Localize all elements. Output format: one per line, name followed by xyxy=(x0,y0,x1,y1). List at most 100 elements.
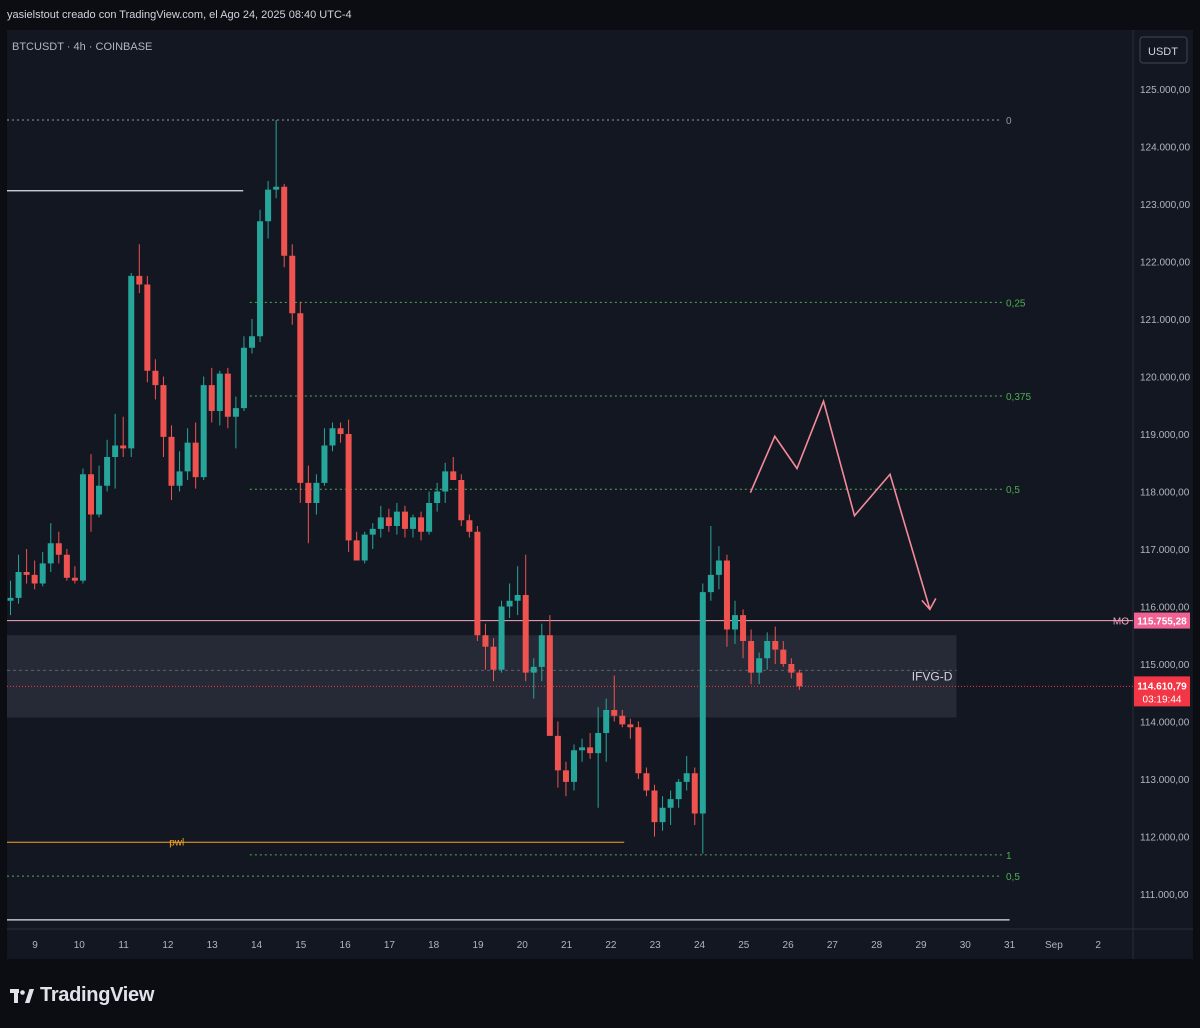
candle-body xyxy=(514,595,521,601)
candle xyxy=(377,505,384,538)
candle-body xyxy=(39,563,46,584)
candle xyxy=(780,641,787,667)
candle xyxy=(313,474,320,515)
candle xyxy=(160,376,167,457)
price-tick-label: 111.000,00 xyxy=(1140,890,1189,901)
candle-body xyxy=(192,442,199,478)
date-tick-label: 18 xyxy=(428,940,440,951)
candle xyxy=(474,526,481,641)
price-axis[interactable]: 111.000,00 112.000,00 113.000,00 114.000,00… xyxy=(1134,85,1190,901)
projection-arrowhead xyxy=(921,597,937,611)
candle-body xyxy=(764,641,771,659)
price-tick-label: 125.000,00 xyxy=(1140,85,1190,96)
candle-body xyxy=(683,773,690,782)
candle xyxy=(756,652,763,685)
date-tick-label: Sep xyxy=(1045,940,1063,951)
candle xyxy=(39,551,46,587)
candle xyxy=(715,546,722,590)
candle-body xyxy=(361,534,368,561)
candle-body xyxy=(297,313,304,483)
candle xyxy=(667,790,674,825)
candle-body xyxy=(434,491,441,503)
candle-body xyxy=(619,715,626,725)
date-tick-label: 17 xyxy=(384,940,396,951)
candle xyxy=(15,554,22,604)
candle-body xyxy=(321,445,328,483)
candle-body xyxy=(538,635,545,667)
candle xyxy=(643,767,650,797)
candle xyxy=(506,583,513,618)
candle-body xyxy=(31,574,38,584)
candle-body xyxy=(55,543,62,555)
symbol-title[interactable]: BTCUSDT · 4h · COINBASE xyxy=(12,41,152,53)
candle-body xyxy=(579,747,586,751)
candle xyxy=(321,428,328,486)
price-tick-label: 123.000,00 xyxy=(1140,200,1190,211)
candle xyxy=(554,721,561,788)
candle-body xyxy=(337,428,344,434)
candle-body xyxy=(240,347,247,409)
candle xyxy=(345,419,352,552)
candle-body xyxy=(659,807,666,823)
candle-body xyxy=(562,770,569,782)
candle-body xyxy=(289,255,296,314)
candle-body xyxy=(490,646,497,670)
candle xyxy=(772,626,779,664)
date-tick-label: 10 xyxy=(74,940,86,951)
candle xyxy=(530,658,537,699)
candle xyxy=(659,796,666,831)
candle xyxy=(128,273,135,457)
candle xyxy=(71,566,78,584)
date-tick-label: 22 xyxy=(605,940,617,951)
candle xyxy=(31,560,38,590)
candle-body xyxy=(571,750,577,782)
candle-body xyxy=(7,597,14,601)
candle-body xyxy=(651,790,658,823)
fib-level-label: 0,5 xyxy=(1006,485,1020,496)
date-tick-label: 19 xyxy=(472,940,484,951)
candle xyxy=(240,336,247,411)
current-price-label: 114.610,79 xyxy=(1137,681,1187,692)
candle xyxy=(329,422,336,452)
date-tick-label: 27 xyxy=(827,940,839,951)
date-tick-label: 30 xyxy=(960,940,972,951)
candle xyxy=(257,209,264,342)
candle xyxy=(305,465,312,544)
date-tick-label: 11 xyxy=(118,940,129,951)
candle-body xyxy=(232,408,239,417)
candle xyxy=(104,439,111,492)
candle-body xyxy=(265,189,272,222)
fib-level-label: 0,5 xyxy=(1006,872,1020,883)
candle xyxy=(442,462,449,503)
candle-body xyxy=(329,428,336,446)
candle xyxy=(216,370,223,426)
chart-area[interactable]: IFVG-D 0 0,25 0,375 0,5 1 0,5 pwl MO 111.000,00 1… xyxy=(7,30,1193,959)
mo-price-label: 115.755,28 xyxy=(1137,617,1187,628)
price-tick-label: 121.000,00 xyxy=(1140,315,1190,326)
candle xyxy=(434,482,441,512)
date-tick-label: 25 xyxy=(738,940,750,951)
candle xyxy=(168,425,175,501)
tradingview-logo[interactable]: TradingView xyxy=(10,984,154,1007)
price-tick-label: 124.000,00 xyxy=(1140,143,1190,154)
currency-button[interactable]: USDT xyxy=(1139,36,1188,64)
candle-body xyxy=(176,471,183,486)
candle-body xyxy=(79,474,86,581)
candle xyxy=(514,566,521,616)
candle xyxy=(96,465,103,518)
candle-body xyxy=(305,482,312,503)
candle xyxy=(699,583,706,854)
candle xyxy=(152,359,159,400)
candle xyxy=(273,120,280,199)
time-axis[interactable]: 9 10 11 12 13 14 15 16 17 18 19 20 21 22 23 24 25 26 27 28 2… xyxy=(32,940,1101,951)
fib-level-label: 0,375 xyxy=(1006,392,1031,403)
candle-body xyxy=(128,275,135,449)
candle-body xyxy=(144,284,151,371)
fib-level-label: 0,25 xyxy=(1006,298,1026,309)
candle-body xyxy=(732,615,738,630)
candle xyxy=(55,531,62,564)
candle-body xyxy=(643,773,650,791)
top-bar: yasielstout creado con TradingView.com, … xyxy=(0,0,1200,30)
candle-body xyxy=(796,672,803,687)
